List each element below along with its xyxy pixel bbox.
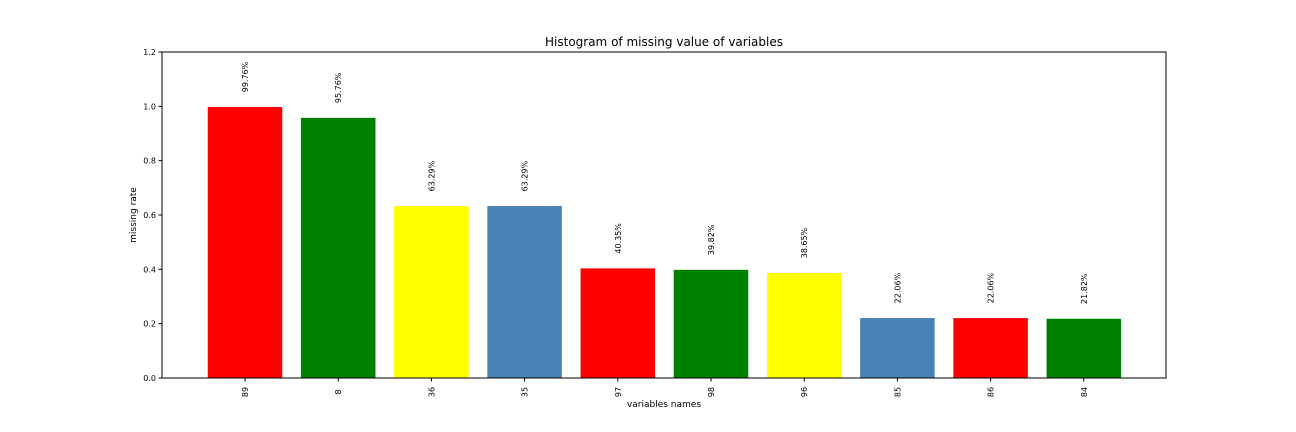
y-tick-label-0: 0.0 (143, 374, 156, 383)
data-label-89: 99.76% (241, 61, 250, 92)
bar-36 (394, 206, 469, 378)
data-label-36: 63.29% (427, 160, 436, 191)
y-tick-label-4: 0.8 (143, 157, 156, 166)
bar-84 (1046, 318, 1122, 378)
y-axis: 0.0 0.2 0.4 0.6 0.8 1.0 1.2 (143, 48, 162, 383)
data-label-85: 22.06% (893, 272, 902, 303)
y-axis-label: missing rate (129, 187, 139, 243)
bar-85 (860, 318, 935, 378)
bar-97 (580, 268, 656, 378)
x-axis-label: variables names (627, 400, 701, 410)
y-tick-label-3: 0.6 (143, 211, 156, 220)
chart-title: Histogram of missing value of variables (545, 35, 783, 49)
data-label-86: 22.06% (987, 272, 996, 303)
y-tick-label-2: 0.4 (143, 265, 156, 274)
x-tick-label-98: 98 (707, 387, 716, 397)
x-tick-label-89: 89 (241, 387, 250, 397)
bar-8 (300, 117, 376, 379)
x-tick-label-8: 8 (334, 389, 343, 394)
data-label-84: 21.82% (1080, 273, 1089, 304)
bar-86 (953, 318, 1028, 378)
data-label-96: 38.65% (800, 227, 809, 258)
y-tick-label-5: 1.0 (143, 102, 156, 111)
plot-frame (161, 51, 1167, 379)
data-label-97: 40.35% (614, 223, 623, 254)
x-axis: 89 8 36 35 97 98 96 85 86 84 (241, 378, 1089, 397)
x-tick-label-36: 36 (427, 387, 436, 397)
data-label-35: 63.29% (521, 160, 530, 191)
bars-group (207, 106, 1122, 379)
bar-98 (673, 269, 749, 378)
bar-35 (487, 206, 562, 378)
x-tick-label-85: 85 (893, 387, 902, 397)
bar-89 (207, 106, 283, 378)
data-label-8: 95.76% (334, 72, 343, 103)
y-tick-label-1: 0.2 (143, 320, 156, 329)
x-tick-label-35: 35 (521, 387, 530, 397)
x-tick-label-86: 86 (987, 387, 996, 397)
x-tick-label-97: 97 (614, 387, 623, 397)
data-label-98: 39.82% (707, 224, 716, 255)
y-tick-label-6: 1.2 (143, 48, 156, 57)
bar-96 (766, 273, 842, 378)
data-labels-group: 99.76% 95.76% 63.29% 63.29% 40.35% 39.82% 38.6… (241, 61, 1089, 304)
x-tick-label-84: 84 (1080, 387, 1089, 397)
x-tick-label-96: 96 (800, 387, 809, 397)
